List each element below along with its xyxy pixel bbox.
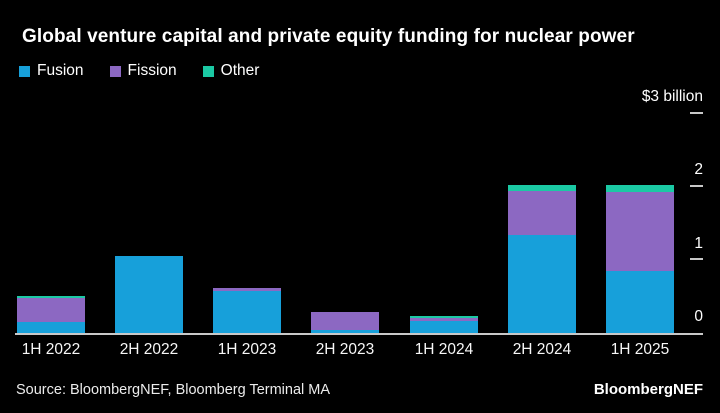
legend-swatch-fusion (19, 65, 30, 77)
bar-segment-fission (213, 288, 281, 291)
bar-segment-fission (17, 298, 85, 322)
x-axis-label: 1H 2023 (217, 341, 277, 358)
bar-segment-fusion (410, 321, 478, 333)
legend-swatch-fission (109, 65, 121, 77)
bar-segment-fusion (17, 322, 85, 333)
legend: Fusion Fission Other (19, 62, 259, 80)
bar-segment-other (508, 185, 576, 191)
bar-segment-fusion (115, 256, 183, 333)
legend-label-other: Other (220, 62, 260, 79)
x-axis-label: 1H 2025 (610, 341, 670, 358)
legend-label-fission: Fission (127, 62, 177, 79)
y-axis-tick (690, 258, 703, 261)
bar-segment-fusion (508, 235, 576, 333)
y-axis-tick (690, 184, 703, 187)
bar-segment-fission (410, 318, 478, 321)
bar-segment-fusion (606, 271, 674, 333)
legend-label-fusion: Fusion (37, 62, 84, 79)
x-axis-label: 1H 2022 (21, 341, 81, 358)
legend-swatch-other (202, 65, 214, 77)
legend-item-fusion: Fusion (19, 62, 84, 80)
source-note: Source: BloombergNEF, Bloomberg Terminal… (16, 382, 331, 398)
y-axis-tick (690, 111, 703, 114)
y-axis-label: $3 billion (641, 88, 703, 106)
y-axis-label: 2 (694, 161, 703, 179)
bar-segment-fission (311, 312, 379, 330)
legend-item-other: Other (202, 62, 260, 80)
x-axis-label: 2H 2022 (119, 341, 179, 358)
bar-segment-other (410, 316, 478, 318)
legend-item-fission: Fission (109, 62, 177, 80)
y-axis-label: 1 (694, 234, 703, 252)
bar-segment-fission (606, 192, 674, 271)
x-axis-label: 1H 2024 (414, 341, 474, 358)
bar-segment-other (17, 296, 85, 298)
x-axis-label: 2H 2024 (512, 341, 572, 358)
x-axis-line (15, 333, 703, 335)
chart-title: Global venture capital and private equit… (22, 26, 635, 47)
x-axis-label: 2H 2023 (315, 341, 375, 358)
bar-segment-fusion (213, 291, 281, 333)
brand-logo: BloombergNEF (593, 381, 703, 398)
bar-segment-fusion (311, 330, 379, 333)
bar-segment-fission (508, 191, 576, 235)
y-axis-label: 0 (694, 308, 703, 325)
bar-segment-other (606, 185, 674, 192)
